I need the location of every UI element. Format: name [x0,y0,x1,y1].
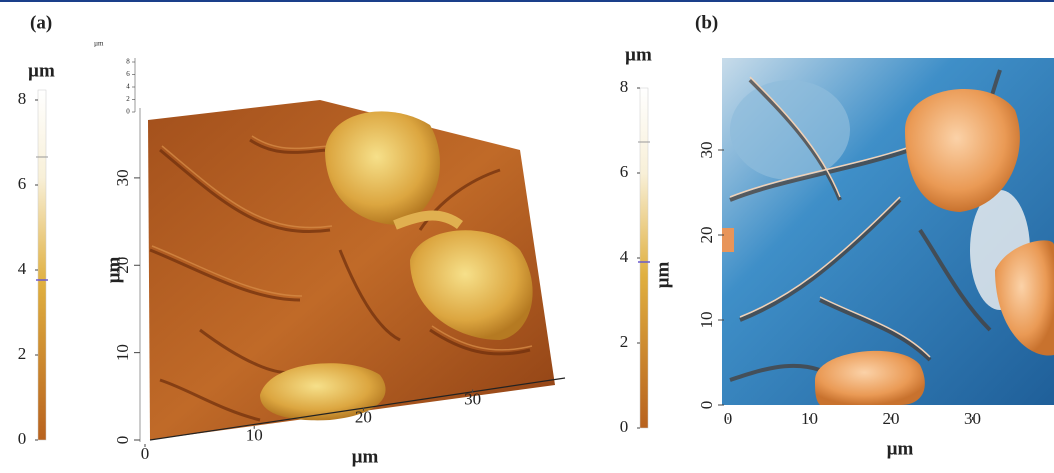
colorbar-label: µm [652,261,673,288]
x-tick-label: 10 [801,409,818,428]
height-map [722,58,1054,405]
z-tick-label: 8 [126,58,130,66]
figure: (a)µm0246801020300102030µmµmµm02468(b)µm… [0,0,1054,473]
x-axis-label: µm [887,438,914,459]
x-tick-label: 10 [246,426,263,445]
x-tick-label: 30 [964,409,981,428]
z-axis-unit: µm [94,40,104,48]
x-tick-label: 30 [464,389,481,408]
z-tick-label: 4 [126,83,130,91]
colorbar-tick-label: 8 [620,77,629,96]
colorbar-unit: µm [625,44,652,65]
x-axis-label: µm [352,446,379,467]
colorbar-tick-label: 2 [620,332,629,351]
colorbar-unit: µm [28,60,55,81]
colorbar-tick-label: 4 [620,247,629,266]
colorbar-tick-label: 2 [18,344,27,363]
y-tick-label: 30 [113,169,132,186]
panel-label: (b) [695,12,718,33]
x-tick-label: 0 [141,444,150,463]
y-axis-label: µm [103,256,124,283]
z-tick-label: 2 [126,95,130,103]
x-tick-label: 20 [883,409,900,428]
colorbar-tick-label: 6 [620,162,629,181]
y-tick-label: 30 [697,142,716,159]
y-tick-label: 10 [113,344,132,361]
y-tick-label: 0 [697,401,716,410]
x-tick-label: 0 [724,409,733,428]
z-tick-label: 0 [126,108,130,116]
colorbar-tick-label: 0 [620,417,629,436]
y-tick-label: 20 [697,227,716,244]
colorbar [640,88,648,428]
z-tick-label: 6 [126,70,130,78]
colorbar-tick-label: 6 [18,174,27,193]
colorbar [38,90,46,440]
colorbar-tick-label: 4 [18,259,27,278]
panel-label: (a) [30,12,52,33]
y-tick-label: 10 [697,312,716,329]
colorbar-tick-label: 8 [18,89,27,108]
colorbar-tick-label: 0 [18,429,27,448]
x-tick-label: 20 [355,408,372,427]
y-tick-label: 0 [113,436,132,445]
